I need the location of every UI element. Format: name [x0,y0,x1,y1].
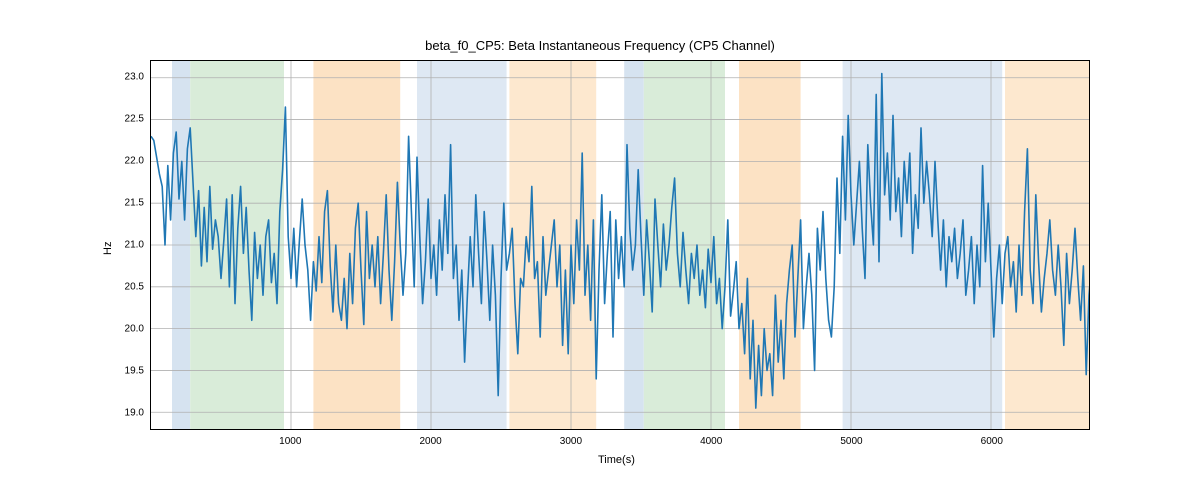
xtick-label: 4000 [700,436,722,447]
chart-title: beta_f0_CP5: Beta Instantaneous Frequenc… [0,38,1200,53]
ytick-label: 22.0 [114,155,144,166]
y-axis-label: Hz [102,242,114,255]
xtick-label: 2000 [419,436,441,447]
xtick-label: 1000 [279,436,301,447]
plot-area [150,60,1090,430]
xtick-label: 3000 [560,436,582,447]
chart-svg [151,61,1089,429]
ytick-label: 21.5 [114,197,144,208]
ytick-label: 22.5 [114,113,144,124]
ytick-label: 19.0 [114,408,144,419]
ytick-label: 23.0 [114,71,144,82]
xtick-label: 5000 [840,436,862,447]
ytick-label: 20.0 [114,324,144,335]
ytick-label: 20.5 [114,282,144,293]
ytick-label: 19.5 [114,366,144,377]
xtick-label: 6000 [981,436,1003,447]
ytick-label: 21.0 [114,240,144,251]
figure: beta_f0_CP5: Beta Instantaneous Frequenc… [0,0,1200,500]
x-axis-label: Time(s) [598,454,635,466]
